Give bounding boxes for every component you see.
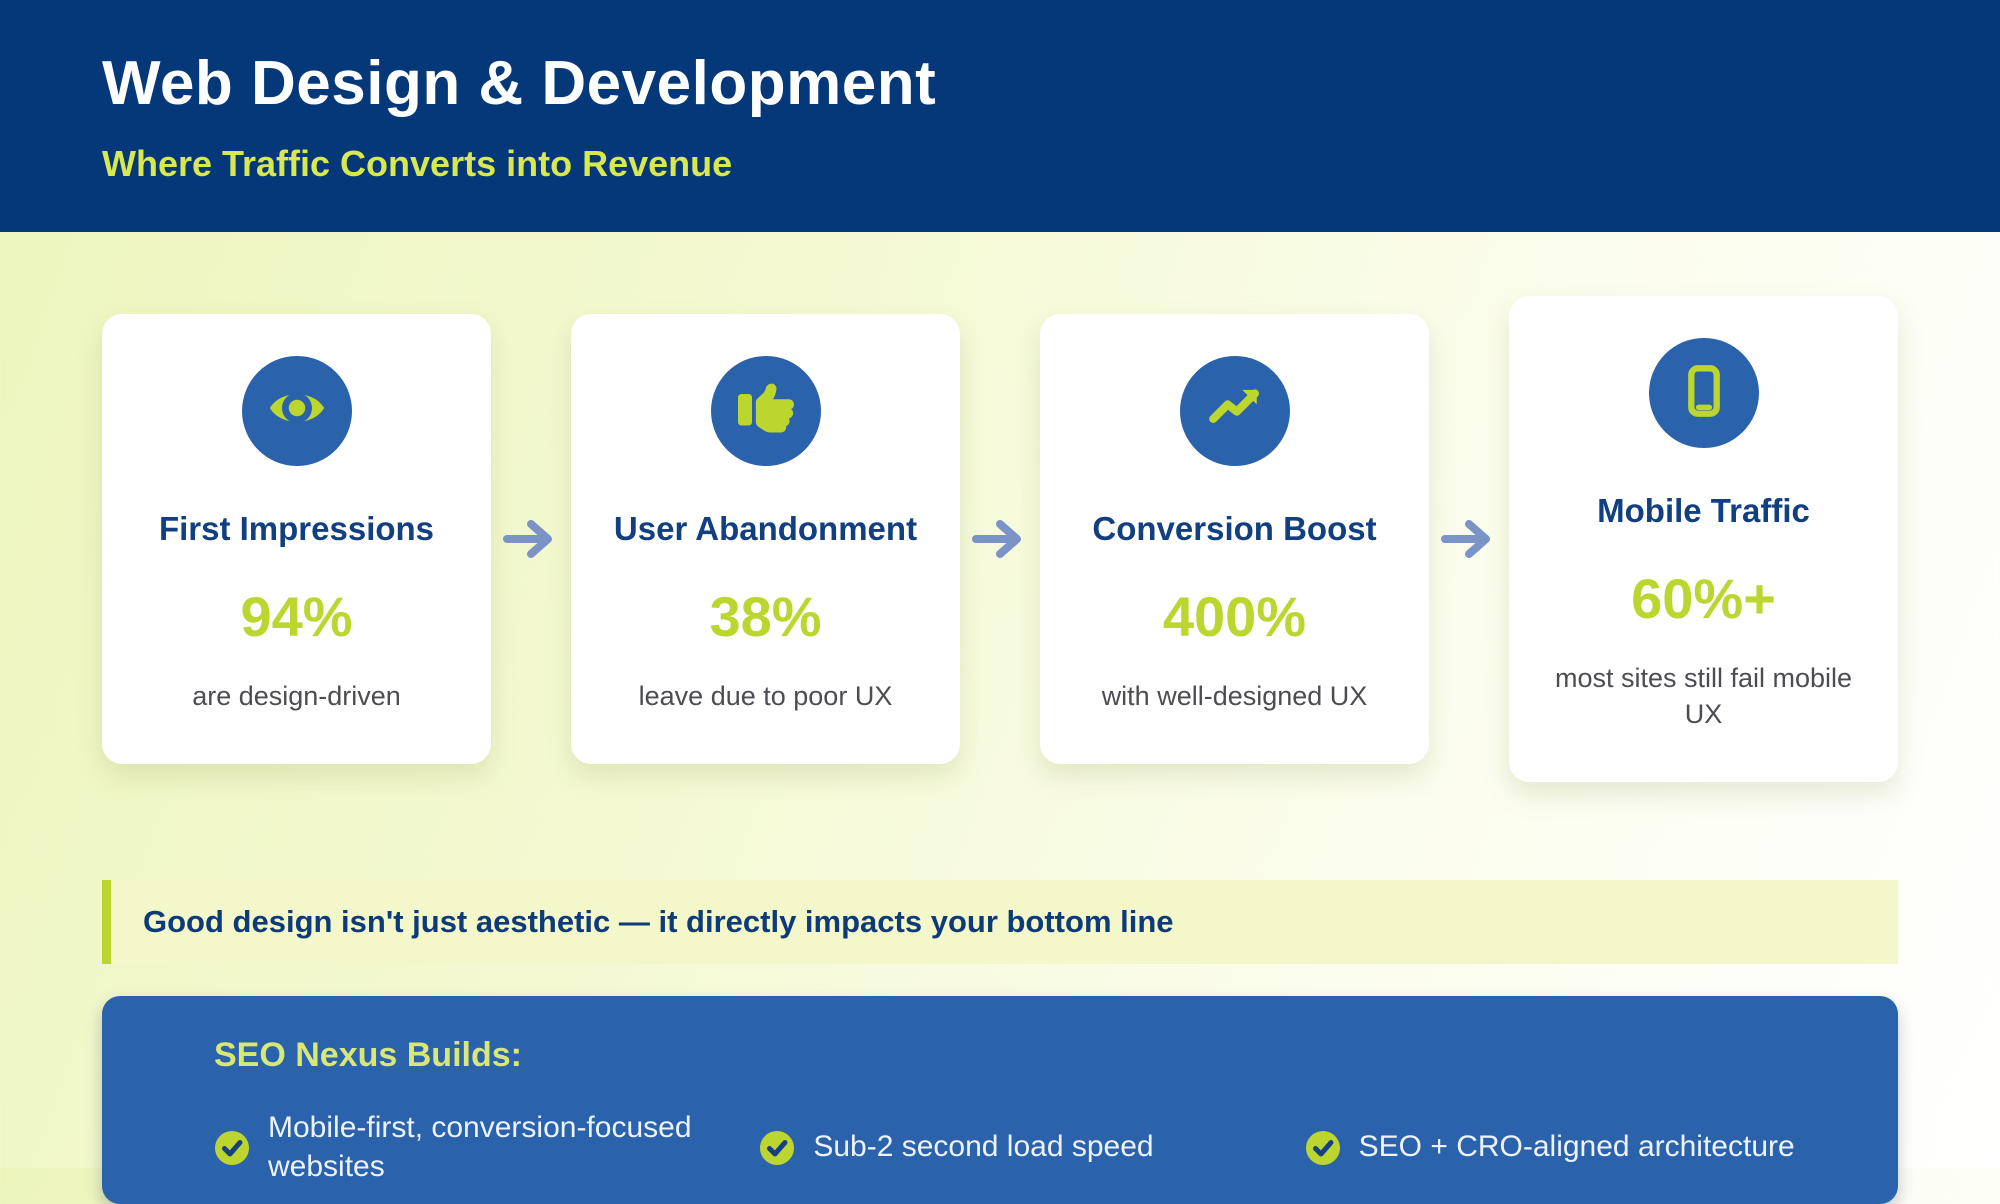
card-description: leave due to poor UX: [638, 680, 893, 711]
card-description: are design-driven: [192, 680, 401, 711]
checklist-item: SEO + CRO-aligned architecture: [1305, 1128, 1850, 1166]
seo-nexus-builds-panel: SEO Nexus Builds: Mobile-first, conversi…: [102, 996, 1898, 1204]
stat-cards-row: First Impressions 94% are design-driven …: [102, 296, 1898, 783]
stat-card-mobile-traffic: Mobile Traffic 60%+ most sites still fai…: [1509, 296, 1898, 783]
card-title: User Abandonment: [613, 509, 918, 547]
page-title: Web Design & Development: [102, 48, 937, 118]
trending-up-icon: [1206, 379, 1264, 442]
check-circle-icon: [759, 1130, 795, 1166]
card-description: most sites still fail mobile UX: [1554, 663, 1853, 729]
card-title: First Impressions: [158, 509, 435, 547]
eye-icon: [266, 377, 328, 444]
thumbs-down-icon: [737, 380, 794, 441]
checklist-item: Mobile-first, conversion-focused website…: [214, 1109, 759, 1186]
flow-arrow: [491, 516, 571, 562]
right-arrow-icon: [503, 520, 552, 559]
right-arrow-icon: [1441, 520, 1490, 559]
quote-text: Good design isn't just aesthetic — it di…: [143, 904, 1174, 940]
checklist-item-text: Sub-2 second load speed: [813, 1130, 1154, 1164]
panel-heading: SEO Nexus Builds:: [214, 1036, 522, 1075]
check-circle-icon: [1305, 1130, 1341, 1166]
checklist-item-text: Mobile-first, conversion-focused website…: [268, 1111, 692, 1183]
right-arrow-icon: [972, 520, 1021, 559]
card-title: Conversion Boost: [1092, 509, 1377, 547]
card-stat: 38%: [709, 584, 822, 648]
flow-arrow: [1429, 516, 1509, 562]
icon-circle: [1179, 355, 1290, 466]
smartphone-icon: [1675, 362, 1733, 425]
icon-circle: [241, 355, 352, 466]
card-stat: 400%: [1162, 584, 1307, 648]
icon-circle: [710, 355, 821, 466]
checklist-item-text: SEO + CRO-aligned architecture: [1358, 1130, 1795, 1164]
flow-arrow: [960, 516, 1040, 562]
checklist-item: Sub-2 second load speed: [759, 1128, 1304, 1166]
card-stat: 94%: [240, 584, 353, 648]
header-banner: Web Design & Development Where Traffic C…: [0, 0, 2000, 232]
stat-card-user-abandonment: User Abandonment 38% leave due to poor U…: [571, 313, 960, 765]
checklist: Mobile-first, conversion-focused website…: [214, 1109, 1850, 1186]
card-stat: 60%+: [1631, 567, 1776, 630]
page-subtitle: Where Traffic Converts into Revenue: [102, 142, 733, 184]
main-content: First Impressions 94% are design-driven …: [0, 296, 2000, 1204]
card-title: Mobile Traffic: [1597, 492, 1810, 529]
stat-card-conversion-boost: Conversion Boost 400% with well-designed…: [1040, 313, 1429, 765]
icon-circle: [1648, 338, 1759, 448]
check-circle-icon: [214, 1130, 250, 1166]
quote-callout: Good design isn't just aesthetic — it di…: [102, 880, 1898, 965]
stat-card-first-impressions: First Impressions 94% are design-driven: [102, 313, 491, 765]
card-description: with well-designed UX: [1101, 680, 1368, 711]
